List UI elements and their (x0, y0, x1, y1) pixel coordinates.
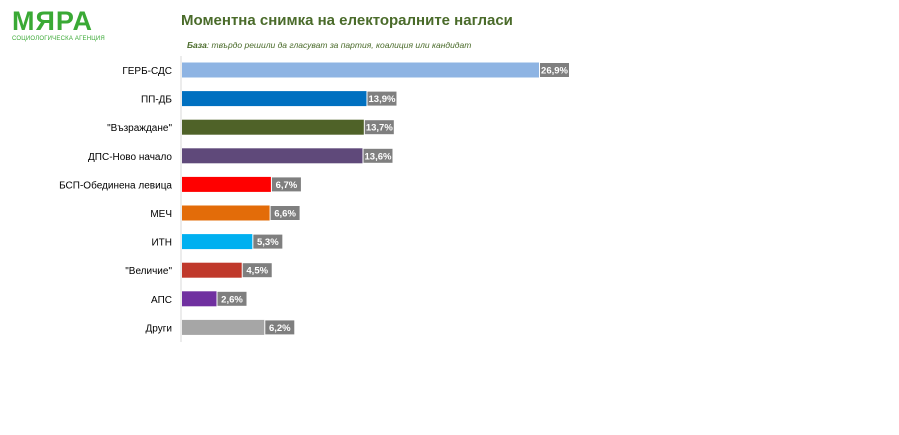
value-label: 6,6% (274, 209, 296, 220)
category-label: Други (146, 323, 172, 334)
category-label: ИТН (151, 238, 172, 249)
category-label: АПС (151, 295, 172, 306)
bar (182, 291, 217, 307)
category-label: БСП-Обединена левица (59, 179, 172, 191)
value-label-background (270, 206, 300, 220)
value-label-background (363, 148, 393, 163)
category-label: ГЕРБ-СДС (122, 66, 172, 77)
category-label: "Възраждане" (107, 123, 172, 134)
value-label: 6,7% (276, 180, 298, 191)
category-label: МЕЧ (150, 209, 172, 220)
base-text: : твърдо решили да гласуват за партия, к… (206, 40, 472, 50)
value-label: 5,3% (257, 237, 279, 248)
value-label: 2,6% (221, 294, 243, 305)
value-label: 4,5% (246, 266, 268, 277)
bar (182, 319, 265, 335)
category-label: ДПС-Ново начало (88, 152, 172, 163)
chart-base-note: База: твърдо решили да гласуват за парти… (187, 40, 471, 50)
value-label: 13,7% (366, 123, 393, 134)
bar (182, 262, 242, 278)
bar (182, 234, 253, 250)
value-label: 6,2% (269, 323, 291, 334)
bar (182, 148, 363, 164)
value-label: 13,9% (369, 94, 396, 105)
bar (182, 119, 364, 135)
logo: МЯРА СОЦИОЛОГИЧЕСКА АГЕНЦИЯ (12, 6, 105, 43)
value-label-background (242, 263, 272, 278)
value-label-background (217, 291, 247, 306)
value-label: 13,6% (365, 151, 392, 162)
value-label-background (253, 234, 283, 249)
value-label-background (540, 63, 569, 77)
chart-title: Моментна снимка на електоралните нагласи (181, 12, 513, 29)
value-label-background (367, 91, 397, 106)
category-label: ПП-ДБ (141, 95, 172, 106)
logo-subtitle: СОЦИОЛОГИЧЕСКА АГЕНЦИЯ (12, 36, 105, 42)
category-label: "Величие" (125, 266, 172, 277)
bar (182, 62, 539, 78)
bar (182, 176, 271, 192)
value-label-background (271, 177, 301, 192)
bar (182, 91, 367, 107)
value-label-background (265, 320, 295, 335)
value-label-background (364, 120, 394, 135)
value-label: 26,9% (541, 66, 568, 77)
bar (182, 205, 270, 221)
base-label: База (187, 40, 207, 50)
logo-wordmark: МЯРА (12, 6, 94, 36)
